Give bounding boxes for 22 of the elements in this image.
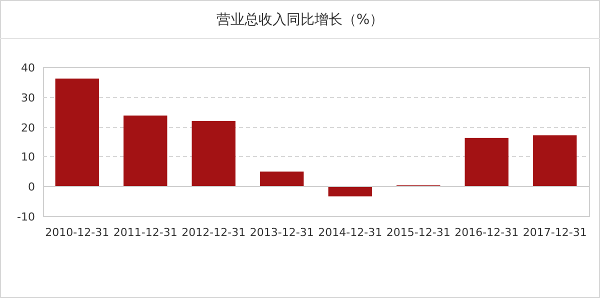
x-tick-label: 2016-12-31 bbox=[454, 226, 519, 239]
bar bbox=[260, 172, 304, 186]
bar bbox=[55, 78, 99, 186]
bar bbox=[192, 120, 236, 186]
x-tick-label: 2017-12-31 bbox=[522, 226, 587, 239]
bar bbox=[533, 135, 577, 186]
y-tick-label: 10 bbox=[21, 150, 35, 164]
bar bbox=[464, 138, 508, 186]
x-tick-label: 2010-12-31 bbox=[45, 226, 110, 239]
chart-title: 营业总收入同比增长（%） bbox=[216, 12, 384, 28]
y-tick-label: 0 bbox=[28, 180, 35, 194]
x-tick-label: 2012-12-31 bbox=[182, 226, 246, 239]
y-tick-label: 40 bbox=[21, 62, 35, 74]
bar bbox=[124, 116, 168, 186]
x-tick-label: 2015-12-31 bbox=[386, 226, 450, 239]
y-tick-label: 30 bbox=[21, 92, 35, 104]
x-tick-label: 2013-12-31 bbox=[250, 226, 314, 239]
x-tick-label: 2014-12-31 bbox=[318, 226, 382, 239]
y-tick-label: 20 bbox=[21, 122, 35, 134]
x-tick-label: 2011-12-31 bbox=[113, 226, 178, 239]
bar bbox=[328, 186, 372, 196]
y-tick-label: -10 bbox=[17, 210, 35, 224]
